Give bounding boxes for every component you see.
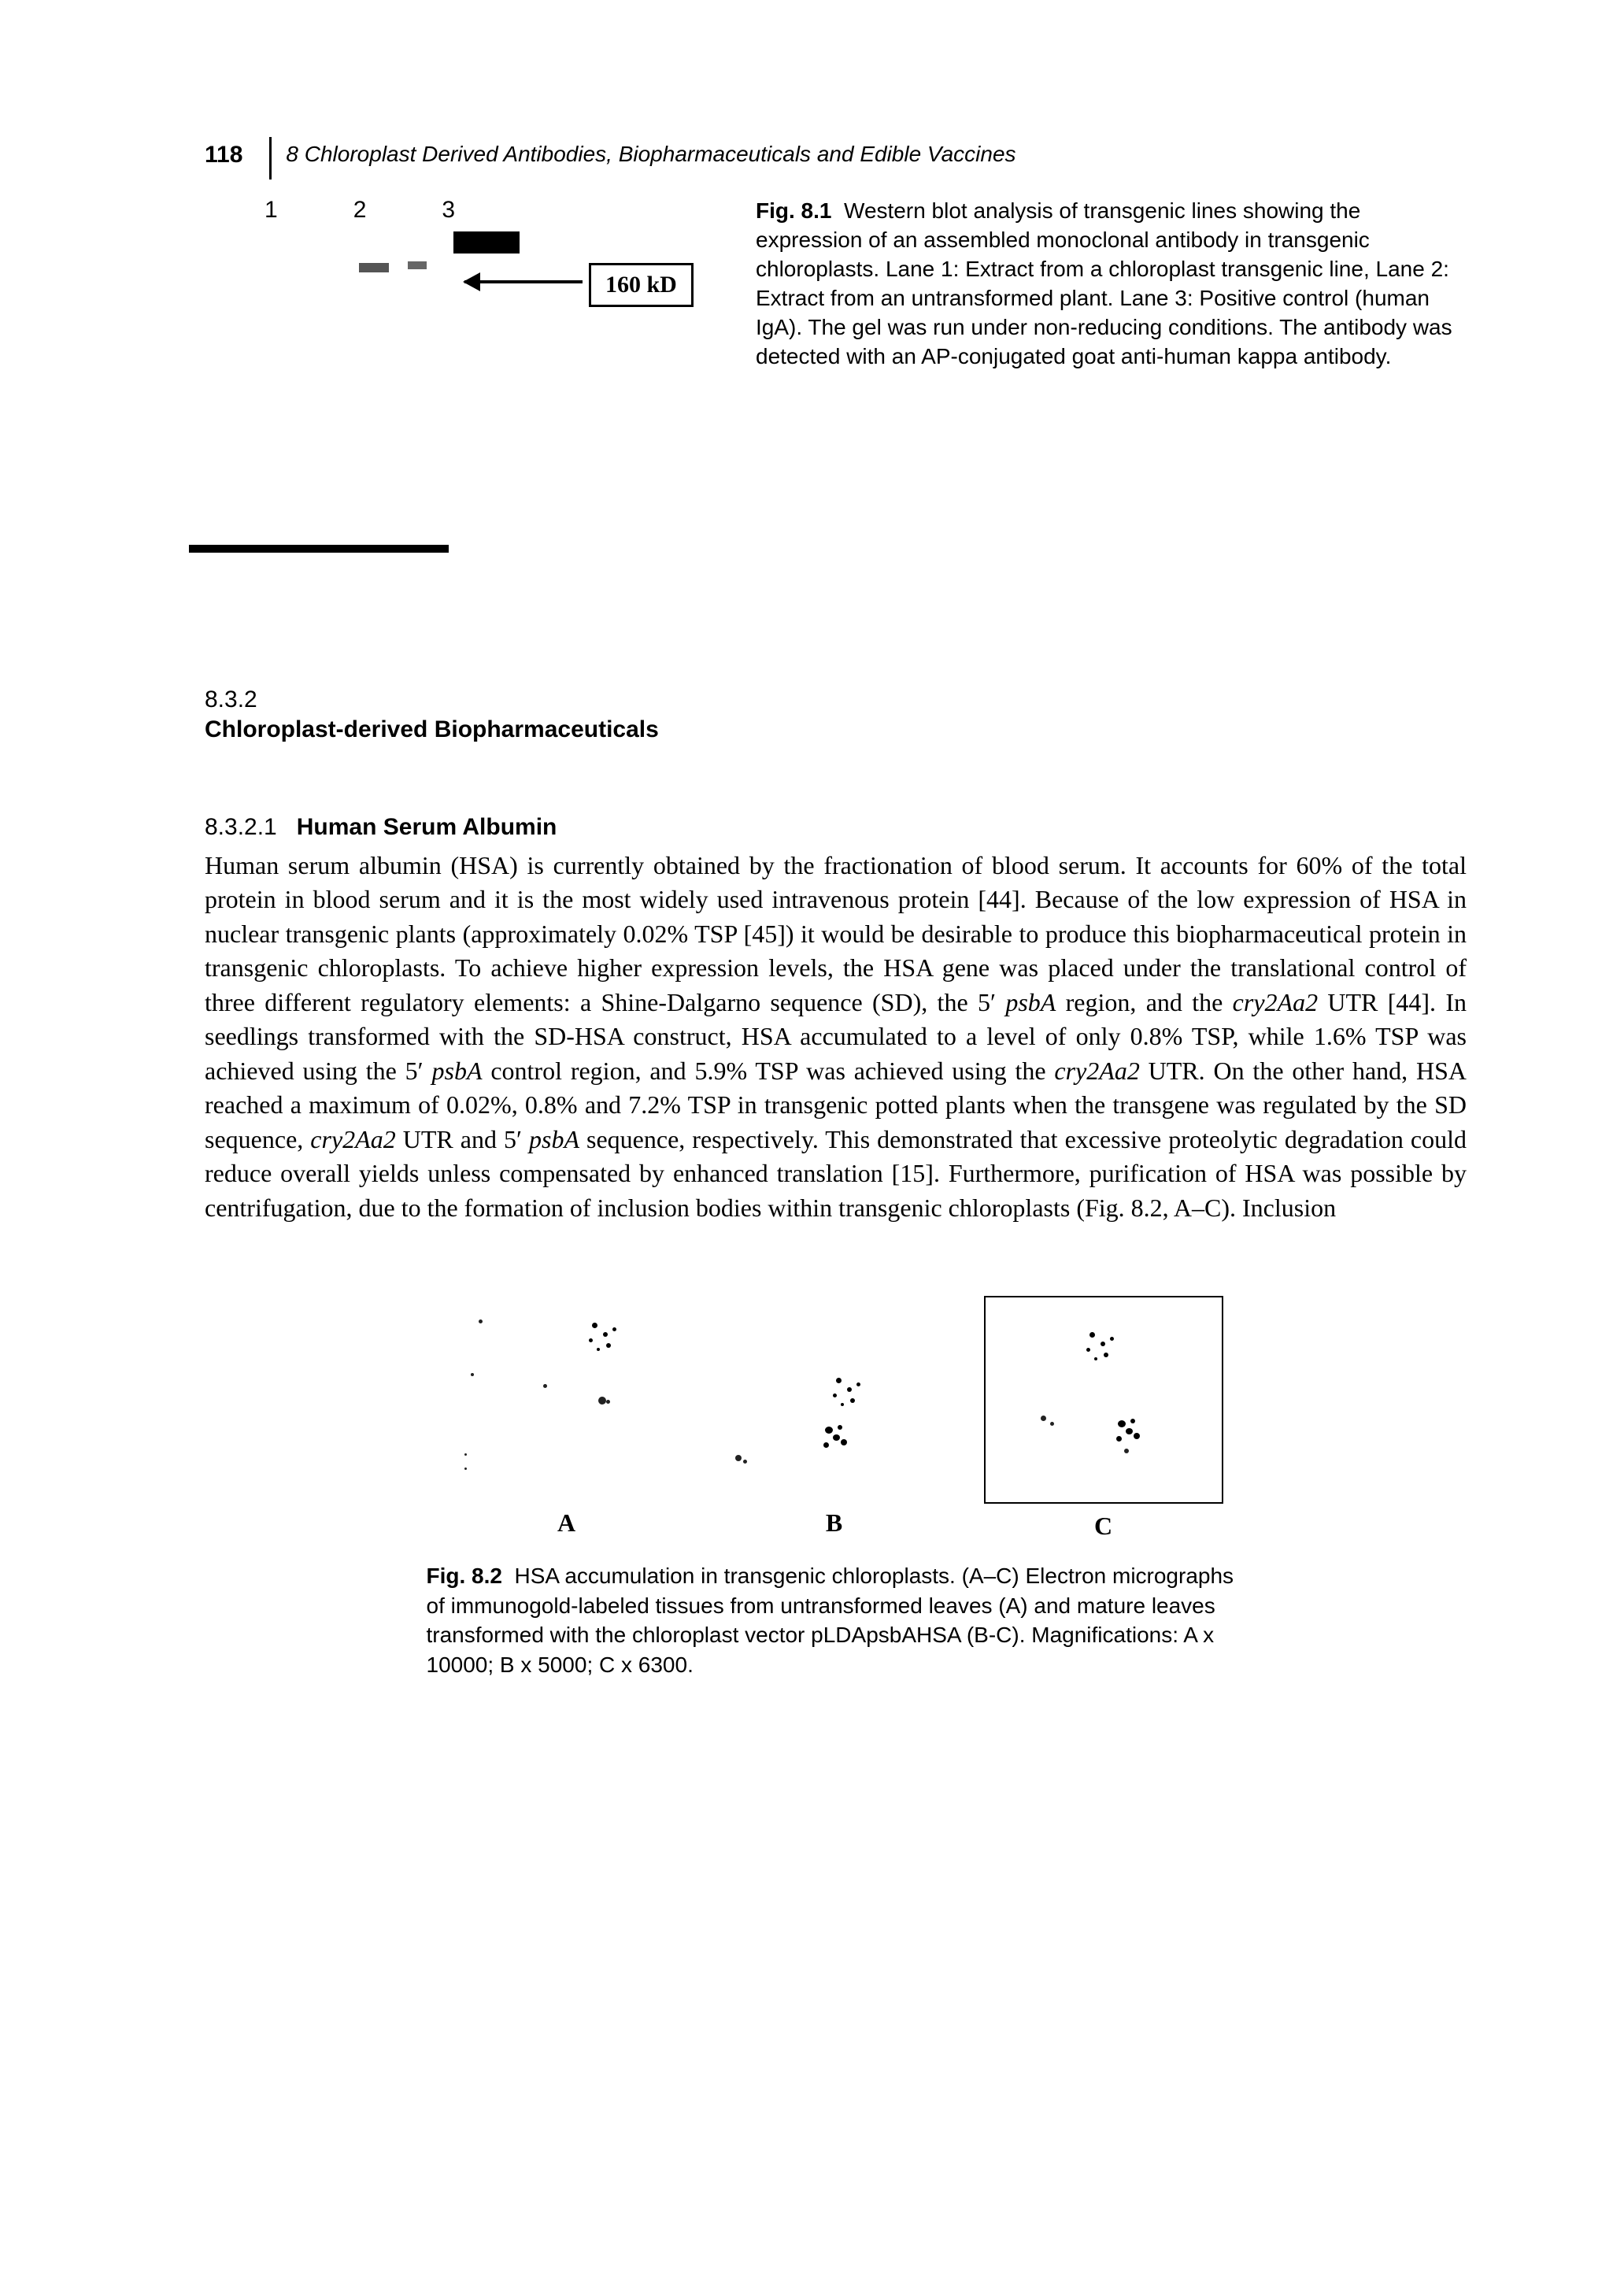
section-number: 8.3.2 xyxy=(205,687,1467,713)
arrow-icon xyxy=(464,280,583,283)
panel-c-image xyxy=(984,1296,1223,1504)
subsection-8-3-2-1: 8.3.2.1 Human Serum Albumin xyxy=(205,814,1467,841)
speck-icon xyxy=(598,1397,606,1405)
gold-cluster-icon xyxy=(583,1319,627,1360)
figure-8-1-caption: Fig. 8.1 Western blot analysis of transg… xyxy=(708,197,1467,372)
lane-labels: 1 2 3 xyxy=(205,197,708,224)
lane-label-1: 1 xyxy=(265,197,278,224)
speck-icon xyxy=(1041,1416,1046,1421)
figure-8-2-caption-text: HSA accumulation in transgenic chloropla… xyxy=(427,1564,1234,1677)
figure-8-1: 1 2 3 160 kD Fig. 8.1 Western blot analy… xyxy=(205,197,1467,372)
speck-icon xyxy=(464,1467,467,1470)
figure-8-1-label: Fig. 8.1 xyxy=(756,198,831,223)
speck-icon xyxy=(479,1319,483,1323)
figure-8-2-panels: A B C xyxy=(205,1296,1467,1541)
subsection-number: 8.3.2.1 xyxy=(205,814,277,840)
panel-a-image xyxy=(449,1296,685,1501)
speck-icon xyxy=(464,1453,467,1456)
body-paragraph: Human serum albumin (HSA) is currently o… xyxy=(205,849,1467,1226)
panel-b-label: B xyxy=(826,1508,842,1538)
panel-c-column: C xyxy=(984,1296,1223,1541)
smudge-1 xyxy=(359,263,389,272)
speck-icon xyxy=(735,1455,742,1461)
gold-cluster-icon xyxy=(827,1375,871,1416)
gold-cluster-icon xyxy=(1080,1329,1124,1370)
speck-icon xyxy=(1050,1422,1054,1426)
panel-c-label: C xyxy=(1094,1512,1112,1541)
panel-a-column: A xyxy=(449,1296,685,1541)
kd-label-box: 160 kD xyxy=(589,263,694,307)
lane-label-2: 2 xyxy=(353,197,367,224)
speck-icon xyxy=(743,1460,747,1464)
subsection-title: Human Serum Albumin xyxy=(297,814,557,840)
speck-icon xyxy=(1124,1449,1129,1453)
running-header: 118 8 Chloroplast Derived Antibodies, Bi… xyxy=(205,142,1467,180)
figure-8-1-caption-text: Western blot analysis of transgenic line… xyxy=(756,198,1452,368)
panel-b-image xyxy=(716,1296,953,1501)
figure-8-2-caption: Fig. 8.2 HSA accumulation in transgenic … xyxy=(427,1561,1245,1679)
figure-8-1-image: 1 2 3 160 kD xyxy=(205,197,708,372)
speck-icon xyxy=(471,1373,474,1376)
western-blot: 160 kD xyxy=(205,231,708,334)
gold-dense-cluster-icon xyxy=(819,1422,852,1453)
smudge-2 xyxy=(408,261,427,269)
section-title: Chloroplast-derived Biopharmaceuticals xyxy=(205,716,1467,743)
speck-icon xyxy=(606,1400,610,1404)
speck-icon xyxy=(543,1384,547,1388)
panel-b-column: B xyxy=(716,1296,953,1541)
figure-8-2: A B C xyxy=(205,1296,1467,1679)
gold-dense-cluster-icon xyxy=(1112,1416,1145,1447)
section-divider-bar xyxy=(189,545,449,553)
header-divider xyxy=(269,137,272,180)
band-lane-3 xyxy=(453,231,520,254)
running-title: 8 Chloroplast Derived Antibodies, Biopha… xyxy=(286,142,1015,167)
section-8-3-2: 8.3.2 Chloroplast-derived Biopharmaceuti… xyxy=(205,687,1467,743)
figure-8-2-label: Fig. 8.2 xyxy=(427,1564,502,1588)
lane-label-3: 3 xyxy=(442,197,455,224)
page-number: 118 xyxy=(205,142,250,168)
panel-a-label: A xyxy=(557,1508,575,1538)
